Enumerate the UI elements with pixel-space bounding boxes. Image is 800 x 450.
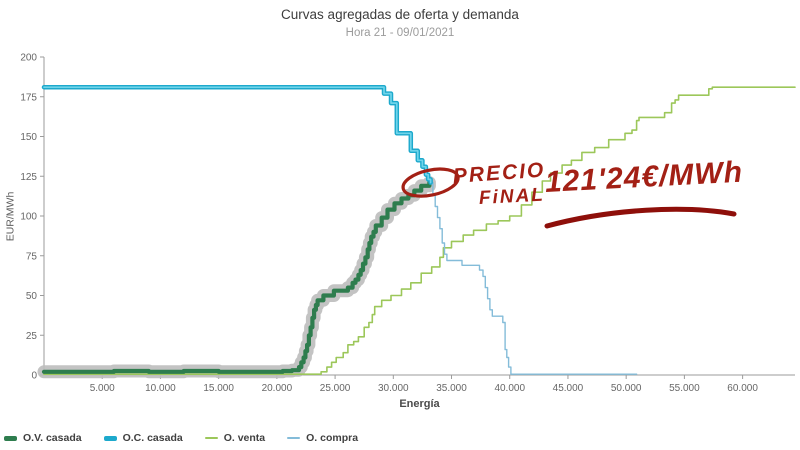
price-underline-annotation <box>544 206 737 229</box>
band-ov-casada <box>37 176 436 379</box>
x-tick-label: 15.000 <box>203 383 234 394</box>
legend-label: O.V. casada <box>23 432 82 444</box>
legend: O.V. casada O.C. casada O. venta O. compra <box>4 432 358 444</box>
y-tick-label: 125 <box>20 172 37 183</box>
x-tick-label: 25.000 <box>320 383 351 394</box>
series-inner-oc-casada <box>43 86 432 184</box>
x-tick-label: 20.000 <box>262 383 293 394</box>
y-tick-label: 75 <box>26 251 38 262</box>
legend-label: O. compra <box>306 432 359 444</box>
x-tick-label: 35.000 <box>436 383 467 394</box>
series-o-compra <box>43 86 638 375</box>
chart-title: Curvas agregadas de oferta y demanda <box>281 7 519 22</box>
y-tick-label: 200 <box>20 53 37 64</box>
x-tick-label: 50.000 <box>611 383 642 394</box>
x-tick-label: 45.000 <box>553 383 584 394</box>
x-tick-label: 30.000 <box>378 383 409 394</box>
series-oc-casada <box>41 84 433 185</box>
y-tick-label: 50 <box>26 291 38 302</box>
axes-lines <box>43 57 795 376</box>
chart-subtitle: Hora 21 - 09/01/2021 <box>345 27 455 39</box>
legend-item-o-compra[interactable]: O. compra <box>287 432 358 444</box>
legend-swatch-o-venta <box>204 437 218 439</box>
annotation-final-text: FiNAL <box>478 184 546 209</box>
x-tick-label: 10.000 <box>145 383 176 394</box>
x-tick-label: 60.000 <box>727 383 758 394</box>
x-axis-label: Energía <box>399 398 440 410</box>
legend-item-o-venta[interactable]: O. venta <box>204 432 266 444</box>
legend-label: O.C. casada <box>122 432 183 444</box>
y-tick-label: 100 <box>20 212 37 223</box>
x-tick-label: 40.000 <box>494 383 525 394</box>
series-o-venta <box>43 86 796 375</box>
series-ov-casada <box>41 180 432 374</box>
y-tick-label: 25 <box>26 331 38 342</box>
y-tick-label: 175 <box>20 92 37 103</box>
y-tick-label: 0 <box>31 371 37 382</box>
price-circle-annotation <box>401 167 460 198</box>
legend-swatch-oc-casada <box>103 435 117 441</box>
legend-item-ov-casada[interactable]: O.V. casada <box>4 432 82 444</box>
x-tick-label: 55.000 <box>669 383 700 394</box>
legend-swatch-o-compra <box>287 437 301 439</box>
x-tick-label: 5.000 <box>90 383 115 394</box>
y-tick-label: 150 <box>20 132 37 143</box>
legend-swatch-ov-casada <box>4 435 17 441</box>
legend-item-oc-casada[interactable]: O.C. casada <box>103 432 183 444</box>
legend-label: O. venta <box>223 432 266 444</box>
